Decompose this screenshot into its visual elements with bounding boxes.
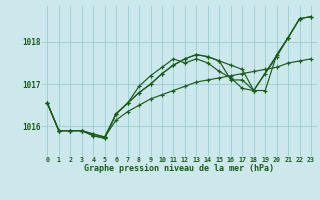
- X-axis label: Graphe pression niveau de la mer (hPa): Graphe pression niveau de la mer (hPa): [84, 164, 274, 173]
